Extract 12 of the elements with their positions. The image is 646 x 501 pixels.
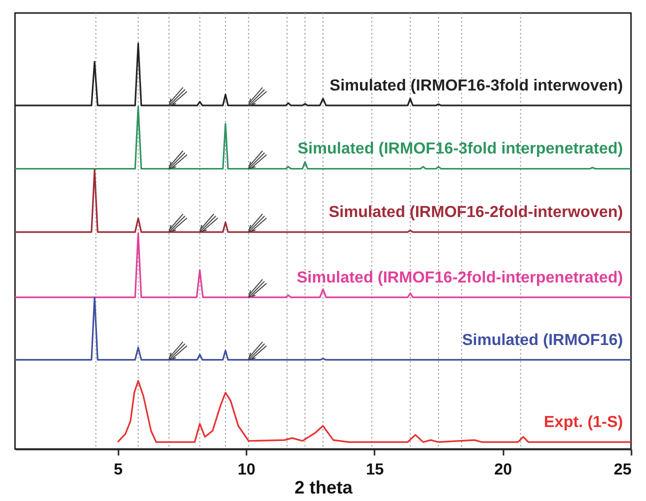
x-tick-label: 25: [614, 462, 632, 478]
x-tick-label: 5: [114, 462, 123, 478]
series-label: Expt. (1-S): [544, 414, 623, 432]
x-axis-title: 2 theta: [294, 478, 354, 498]
x-tick-label: 20: [494, 462, 512, 478]
series-label: Simulated (IRMOF16-2fold-interpenetrated): [296, 269, 623, 286]
series-label: Simulated (IRMOF16-3fold interpenetrated): [298, 140, 623, 158]
series-label: Simulated (IRMOF16-3fold interwoven): [330, 77, 623, 94]
x-tick-label: 15: [366, 462, 384, 478]
series-label: Simulated (IRMOF16-2fold-interwoven): [328, 204, 623, 222]
x-tick-label: 10: [238, 462, 256, 478]
series-label: Simulated (IRMOF16): [462, 332, 623, 349]
